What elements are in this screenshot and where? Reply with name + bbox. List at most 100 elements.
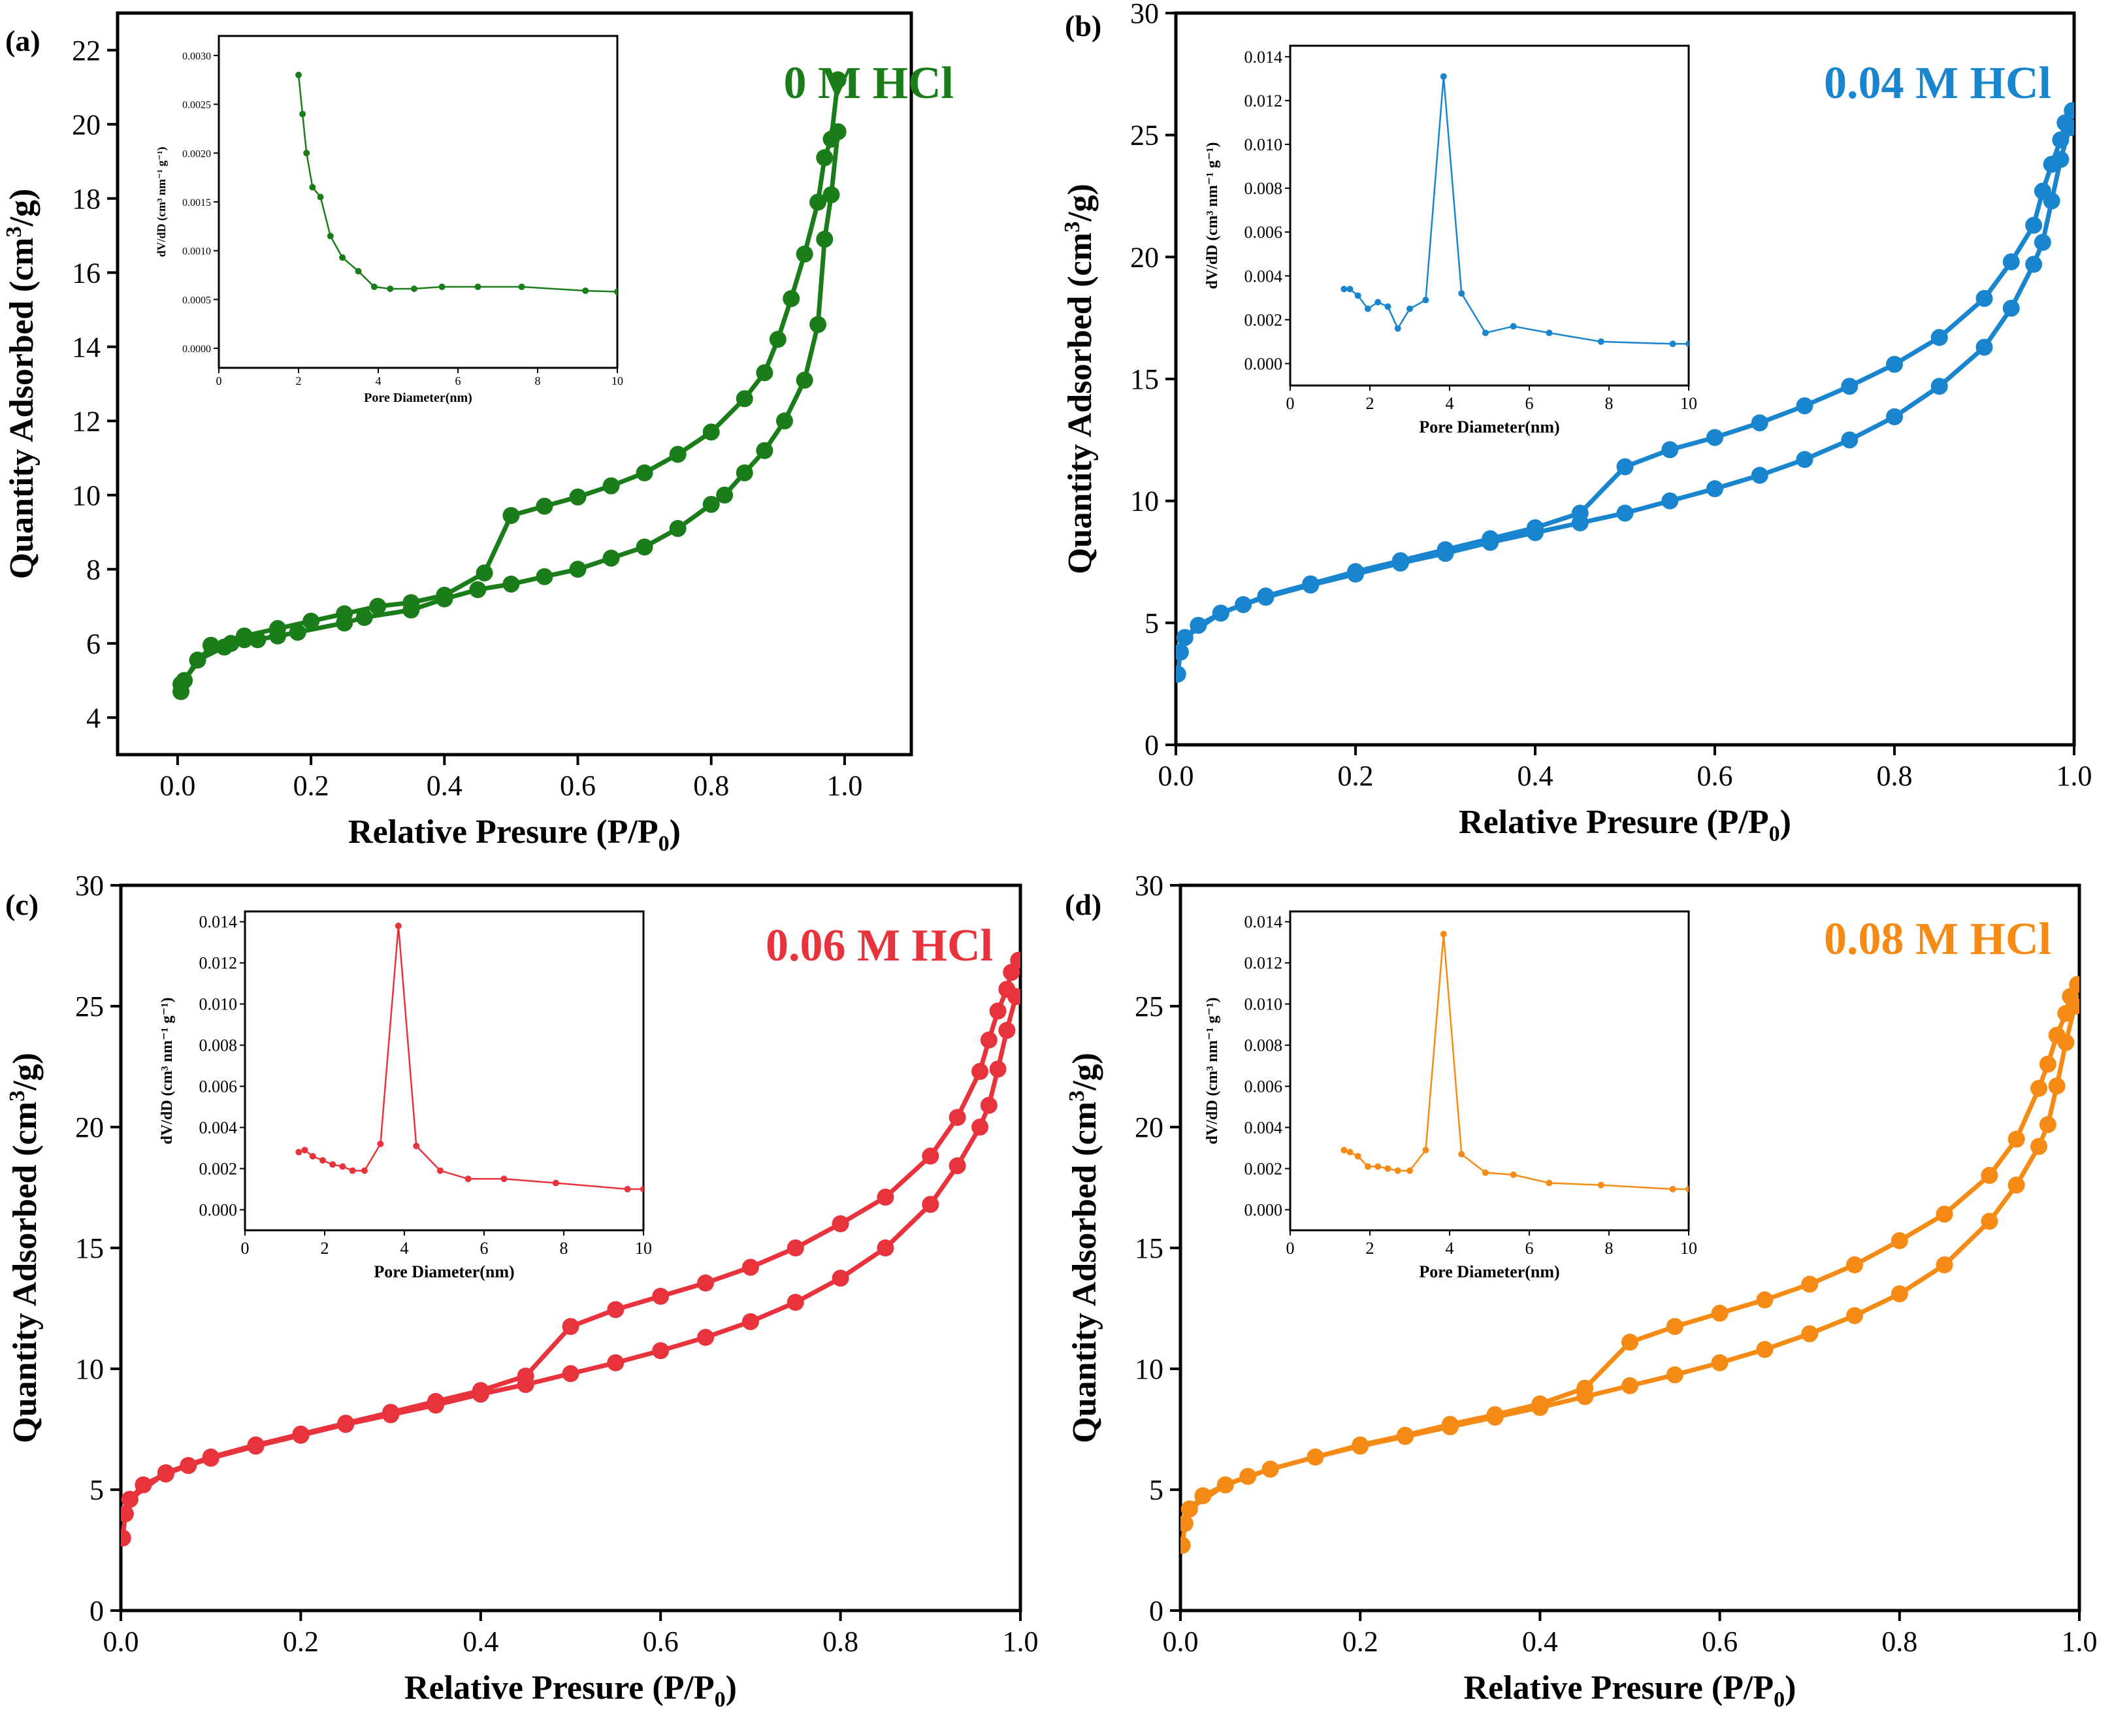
data-point-adsorption [832, 1269, 849, 1287]
data-point-desorption [247, 1436, 265, 1454]
data-point-desorption [1616, 458, 1634, 476]
inset-data-point [640, 1186, 643, 1193]
data-point-desorption [1302, 575, 1320, 593]
x-tick-label: 1.0 [826, 770, 862, 802]
y-tick-label: 25 [75, 991, 104, 1023]
inset-data-point [1546, 1179, 1553, 1187]
data-point-desorption [436, 586, 453, 604]
inset-x-tick-label: 8 [1605, 1239, 1614, 1258]
inset-data-point [355, 268, 362, 275]
inset-y-title: dV/dD (cm³ nm⁻¹ g⁻¹) [159, 998, 176, 1145]
inset-x-tick-label: 2 [296, 374, 302, 387]
y-tick-label: 10 [75, 1353, 104, 1385]
inset-x-tick-label: 10 [1680, 394, 1697, 413]
data-point-desorption [2025, 216, 2043, 234]
x-axis-title-close: ) [1785, 1669, 1796, 1707]
y-axis-title: Quantity Adsorbed (cm3/g) [2, 189, 41, 580]
data-point-adsorption [2039, 1116, 2056, 1134]
inset-data-point [436, 1167, 444, 1174]
data-point-desorption [1666, 1318, 1683, 1335]
y-axis-title-main: Quantity Adsorbed (cm [7, 1102, 44, 1443]
data-point-adsorption [809, 316, 827, 333]
inset-x-tick-label: 4 [376, 374, 382, 387]
data-point-adsorption [787, 1294, 804, 1311]
inset-data-point [1364, 305, 1371, 312]
y-axis-title-sup: 3 [1060, 221, 1084, 233]
inset-data-point [329, 1161, 336, 1168]
data-point-desorption [1796, 397, 1813, 415]
data-point-adsorption [1666, 1366, 1683, 1384]
data-point-desorption [1661, 441, 1679, 459]
data-point-desorption [607, 1301, 625, 1318]
y-axis-title-tail: /g) [7, 1053, 44, 1091]
inset-data-point [1440, 930, 1447, 938]
inset-x-tick-label: 4 [1446, 1239, 1454, 1258]
inset-y-tick-label: 0.004 [199, 1119, 238, 1138]
inset-data-point [299, 110, 306, 118]
data-point-desorption [669, 446, 687, 463]
data-point-desorption [269, 620, 287, 638]
series-group [172, 71, 847, 700]
data-point-desorption [1711, 1304, 1729, 1322]
inset-series [1340, 930, 1689, 1193]
inset-data-point [1669, 340, 1676, 348]
inset-data-point [317, 193, 324, 201]
data-point-desorption [1216, 1476, 1234, 1494]
inset-data-point [387, 285, 394, 292]
data-point-desorption [949, 1109, 966, 1126]
data-point-desorption [502, 506, 520, 524]
data-point-adsorption [502, 575, 520, 593]
inset-data-point [614, 288, 617, 295]
inset-chart: 0 2 4 6 8 10 0.000 0.002 0.004 0.006 0.008 0.010 0.0… [1204, 910, 1697, 1281]
inset-y-tick-label: 0.0000 [182, 344, 211, 355]
data-point-desorption [787, 1239, 804, 1256]
inset-frame [1289, 44, 1690, 387]
data-point-desorption [202, 1449, 219, 1466]
x-axis-title-main: Relative Presure (P/P [1464, 1669, 1774, 1707]
inset-x-title: Pore Diameter(nm) [1419, 1262, 1559, 1281]
y-tick-label: 15 [75, 1232, 104, 1264]
data-point-desorption [756, 364, 773, 382]
inset-x-tick-label: 2 [321, 1239, 329, 1258]
y-tick-label: 10 [72, 480, 101, 512]
inset-x-tick-label: 8 [560, 1239, 568, 1258]
inset-y-tick-label: 0.000 [199, 1201, 238, 1220]
inset-y-title: dV/dD (cm³ nm⁻¹ g⁻¹) [1204, 142, 1221, 289]
x-tick-label: 0.4 [463, 1626, 498, 1658]
y-tick-label: 4 [86, 702, 101, 734]
data-point-adsorption [569, 561, 587, 578]
data-point-adsorption [1711, 1354, 1729, 1371]
inset-data-point [1458, 290, 1465, 297]
inset-y-tick-label: 0.004 [1244, 1119, 1283, 1138]
data-point-desorption [1751, 414, 1768, 432]
x-tick-label: 0.2 [1342, 1626, 1378, 1658]
data-point-desorption [337, 1415, 355, 1432]
y-axis-title: Quantity Adsorbed (cm3/g) [5, 1053, 44, 1443]
inset-y-tick-label: 0.0015 [182, 197, 211, 208]
data-point-adsorption [998, 1022, 1016, 1039]
data-point-desorption [971, 1062, 989, 1080]
data-point-adsorption [2025, 255, 2043, 273]
inset-data-point [377, 1140, 384, 1147]
y-tick-label: 15 [1135, 1232, 1163, 1264]
data-point-adsorption [669, 519, 687, 537]
data-point-adsorption [289, 623, 306, 641]
inset-x-tick-label: 10 [635, 1239, 652, 1258]
data-point-desorption [1486, 1406, 1504, 1424]
y-tick-label: 5 [89, 1474, 104, 1506]
inset-y-tick-label: 0.0030 [182, 51, 211, 62]
inset-x-tick-label: 6 [1525, 394, 1534, 413]
data-point-desorption [697, 1274, 715, 1292]
data-point-adsorption [602, 549, 620, 567]
data-point-desorption [1756, 1291, 1774, 1309]
inset-x-tick-label: 6 [480, 1239, 489, 1258]
panel-label: (d) [1065, 888, 1101, 921]
inset-data-point [1354, 292, 1361, 299]
data-point-desorption [536, 497, 553, 515]
inset-data-point [1440, 73, 1447, 80]
y-axis-title-tail: /g) [1062, 184, 1099, 222]
inset-data-point [1374, 1163, 1382, 1170]
data-point-desorption [1846, 1256, 1863, 1273]
data-point-desorption [2057, 1005, 2075, 1023]
